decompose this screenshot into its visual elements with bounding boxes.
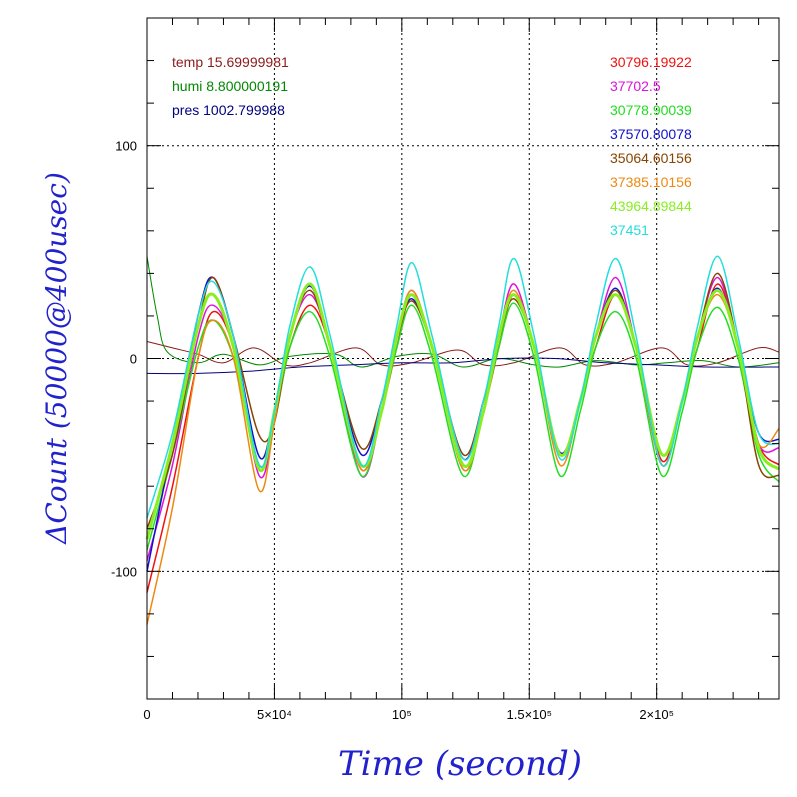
series-layer bbox=[145, 255, 781, 625]
env-line-pres bbox=[146, 357, 780, 375]
y-tick-label: 100 bbox=[115, 139, 137, 154]
series-line-1 bbox=[146, 283, 780, 593]
x-tick-label: 1.5×10⁵ bbox=[507, 707, 553, 722]
series-line-7 bbox=[145, 282, 781, 540]
series-line-2 bbox=[146, 276, 780, 561]
x-tick-label: 2×10⁵ bbox=[639, 707, 674, 722]
series-line-8 bbox=[146, 255, 780, 519]
y-axis-title: ΔCount (50000@400usec) bbox=[40, 172, 73, 545]
series-legend-item: 37451 bbox=[610, 222, 649, 238]
series-legend-item: 30796.19922 bbox=[610, 54, 692, 70]
x-tick-label: 0 bbox=[143, 707, 150, 722]
y-tick-label: 0 bbox=[130, 352, 137, 367]
series-legend-item: 37702.5 bbox=[610, 78, 661, 94]
env-legend-item: humi 8.800000191 bbox=[172, 78, 288, 94]
env-line-humi bbox=[146, 256, 780, 368]
env-line-temp bbox=[146, 341, 780, 367]
x-tick-label: 10⁵ bbox=[392, 707, 412, 722]
series-legend-item: 35064.60156 bbox=[610, 150, 692, 166]
env-legend-item: pres 1002.799988 bbox=[172, 102, 285, 118]
grid-layer bbox=[147, 18, 779, 699]
series-legend-item: 43964.89844 bbox=[610, 198, 692, 214]
series-legend-item: 30778.90039 bbox=[610, 102, 692, 118]
x-axis-title: Time (second) bbox=[338, 744, 582, 784]
series-line-4 bbox=[146, 276, 780, 572]
legend-layer: temp 15.69999981 humi 8.800000191 pres 100… bbox=[172, 54, 692, 238]
x-tick-label: 5×10⁴ bbox=[257, 707, 292, 722]
series-legend-item: 37385.10156 bbox=[610, 174, 692, 190]
series-legend-item: 37570.80078 bbox=[610, 126, 692, 142]
ticks-layer: 0 5×10⁴ 10⁵ 1.5×10⁵ 2×10⁵ -100 0 100 bbox=[111, 18, 779, 722]
y-tick-label: -100 bbox=[111, 564, 137, 579]
env-legend-item: temp 15.69999981 bbox=[172, 54, 289, 70]
series-line-3 bbox=[146, 302, 780, 551]
